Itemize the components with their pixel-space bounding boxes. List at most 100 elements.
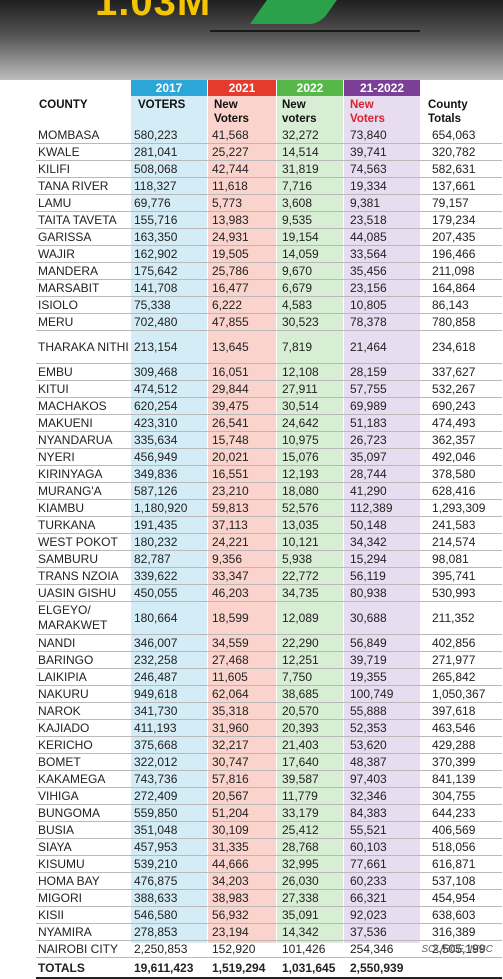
table-row: KISII 546,580 56,932 35,091 92,023 638,603 [36, 906, 502, 924]
banner-graphic [250, 0, 344, 24]
new-voters-2021-cell: 29,844 [208, 380, 278, 398]
new-voters-2122-cell: 50,148 [346, 516, 424, 534]
new-voters-2022-cell: 12,251 [278, 651, 346, 669]
county-total-cell: 474,493 [424, 414, 502, 432]
new-voters-2021-cell: 23,210 [208, 482, 278, 500]
county-total-cell: 395,741 [424, 567, 502, 585]
new-voters-2021-cell: 11,618 [208, 177, 278, 195]
new-voters-2122-cell: 23,156 [346, 279, 424, 297]
voters-2017-cell: 82,787 [131, 550, 208, 568]
county-cell: NAIROBI CITY [36, 940, 131, 958]
table-row: LAIKIPIA 246,487 11,605 7,750 19,355 265,842 [36, 668, 502, 686]
county-total-cell: 463,546 [424, 719, 502, 737]
totals-new-voters-2021-cell: 1,519,294 [208, 957, 278, 979]
voters-2017-cell: 322,012 [131, 753, 208, 771]
county-total-cell: 211,098 [424, 262, 502, 280]
year-header-2021: 2021 [208, 80, 276, 96]
voters-table-body: MOMBASA 580,223 41,568 32,272 73,840 654,063 K… [36, 127, 502, 979]
table-row: MOMBASA 580,223 41,568 32,272 73,840 654,063 [36, 127, 502, 144]
county-total-cell: 86,143 [424, 296, 502, 314]
county-total-cell: 2,505,199 [424, 940, 502, 958]
county-cell: BARINGO [36, 651, 131, 669]
voters-2017-cell: 180,232 [131, 533, 208, 551]
new-voters-2122-cell: 77,661 [346, 855, 424, 873]
new-voters-2021-cell: 15,748 [208, 431, 278, 449]
table-row: NANDI 346,007 34,559 22,290 56,849 402,856 [36, 634, 502, 652]
table-row: HOMA BAY 476,875 34,203 26,030 60,233 537,108 [36, 872, 502, 890]
new-voters-2021-cell: 23,194 [208, 923, 278, 941]
new-voters-2021-cell: 57,816 [208, 770, 278, 788]
county-cell: GARISSA [36, 228, 131, 246]
new-voters-2122-cell: 55,888 [346, 702, 424, 720]
county-total-cell: 207,435 [424, 228, 502, 246]
voters-header: VOTERS [138, 99, 186, 111]
new-voters-2022-cell: 13,035 [278, 516, 346, 534]
new-voters-2022-cell: 9,670 [278, 262, 346, 280]
county-cell: KAKAMEGA [36, 770, 131, 788]
county-cell: KAJIADO [36, 719, 131, 737]
table-row: NYANDARUA 335,634 15,748 10,975 26,723 362,35… [36, 431, 502, 449]
county-total-cell: 320,782 [424, 143, 502, 161]
new-voters-2122-line1: New [350, 99, 374, 111]
table-row: NAIROBI CITY 2,250,853 152,920 101,426 254,3… [36, 940, 502, 958]
new-voters-2122-cell: 52,353 [346, 719, 424, 737]
county-cell: KITUI [36, 380, 131, 398]
new-voters-2022-cell: 3,608 [278, 194, 346, 212]
table-row: VIHIGA 272,409 20,567 11,779 32,346 304,755 [36, 787, 502, 805]
county-total-cell: 628,416 [424, 482, 502, 500]
new-voters-2022-cell: 18,080 [278, 482, 346, 500]
county-total-cell: 454,954 [424, 889, 502, 907]
county-cell: EMBU [36, 363, 131, 381]
county-cell: MOMBASA [36, 127, 131, 144]
county-cell: ELGEYO/ MARAKWET [36, 601, 131, 635]
new-voters-2021-line2: Voters [214, 113, 249, 125]
county-cell: UASIN GISHU [36, 584, 131, 602]
new-voters-2122-cell: 26,723 [346, 431, 424, 449]
new-voters-2021-cell: 30,747 [208, 753, 278, 771]
new-voters-2122-cell: 80,938 [346, 584, 424, 602]
county-cell: NYAMIRA [36, 923, 131, 941]
new-voters-2122-cell: 92,023 [346, 906, 424, 924]
new-voters-2021-cell: 56,932 [208, 906, 278, 924]
table-row: KERICHO 375,668 32,217 21,403 53,620 429,288 [36, 736, 502, 754]
new-voters-2122-cell: 100,749 [346, 685, 424, 703]
voters-2017-cell: 559,850 [131, 804, 208, 822]
county-cell: KIRINYAGA [36, 465, 131, 483]
new-voters-2122-cell: 55,521 [346, 821, 424, 839]
voters-2017-cell: 580,223 [131, 127, 208, 144]
totals-row: TOTALS 19,611,423 1,519,294 1,031,645 2,550,… [36, 957, 502, 979]
table-row: MERU 702,480 47,855 30,523 78,378 780,858 [36, 313, 502, 331]
county-total-cell: 638,603 [424, 906, 502, 924]
new-voters-2021-cell: 13,983 [208, 211, 278, 229]
header-banner: 1.03M [0, 0, 503, 80]
new-voters-2021-cell: 44,666 [208, 855, 278, 873]
new-voters-2022-cell: 32,272 [278, 127, 346, 144]
table-row: BUSIA 351,048 30,109 25,412 55,521 406,569 [36, 821, 502, 839]
new-voters-2122-cell: 53,620 [346, 736, 424, 754]
table-row: ISIOLO 75,338 6,222 4,583 10,805 86,143 [36, 296, 502, 314]
new-voters-2122-cell: 30,688 [346, 601, 424, 635]
county-total-cell: 616,871 [424, 855, 502, 873]
voters-2017-cell: 456,949 [131, 448, 208, 466]
table-row: MACHAKOS 620,254 39,475 30,514 69,989 690,243 [36, 397, 502, 415]
voters-2017-cell: 281,041 [131, 143, 208, 161]
county-cell: THARAKA NITHI [36, 330, 131, 364]
county-cell: TRANS NZOIA [36, 567, 131, 585]
county-total-cell: 304,755 [424, 787, 502, 805]
county-cell: NANDI [36, 634, 131, 652]
county-cell: KISII [36, 906, 131, 924]
county-total-cell: 841,139 [424, 770, 502, 788]
new-voters-2122-cell: 32,346 [346, 787, 424, 805]
voters-2017-cell: 155,716 [131, 211, 208, 229]
source-credit: SOURCE: IEBC [421, 944, 493, 955]
new-voters-2022-cell: 101,426 [278, 940, 346, 958]
county-total-cell: 265,842 [424, 668, 502, 686]
new-voters-2122-cell: 56,119 [346, 567, 424, 585]
county-cell: SAMBURU [36, 550, 131, 568]
new-voters-2122-cell: 112,389 [346, 499, 424, 517]
voters-2017-cell: 620,254 [131, 397, 208, 415]
county-cell: MURANG'A [36, 482, 131, 500]
voters-2017-cell: 141,708 [131, 279, 208, 297]
table-row: WEST POKOT 180,232 24,221 10,121 34,342 214,5… [36, 533, 502, 551]
table-row: KIAMBU 1,180,920 59,813 52,576 112,389 1,293,… [36, 499, 502, 517]
